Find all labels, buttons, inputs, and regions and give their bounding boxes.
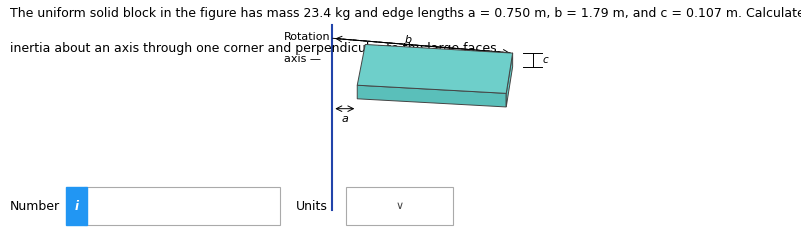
Text: Number: Number <box>10 200 60 213</box>
Text: Rotation: Rotation <box>284 32 331 42</box>
Text: a: a <box>341 114 348 124</box>
Text: ∨: ∨ <box>396 201 404 211</box>
Text: i: i <box>75 200 78 213</box>
Text: The uniform solid block in the figure has mass 23.4 kg and edge lengths a = 0.75: The uniform solid block in the figure ha… <box>10 7 801 21</box>
Text: c: c <box>542 55 548 65</box>
Text: axis —: axis — <box>284 54 321 64</box>
Text: inertia about an axis through one corner and perpendicular to the large faces.: inertia about an axis through one corner… <box>10 42 501 55</box>
Text: b: b <box>405 35 412 44</box>
Text: Units: Units <box>296 200 328 213</box>
